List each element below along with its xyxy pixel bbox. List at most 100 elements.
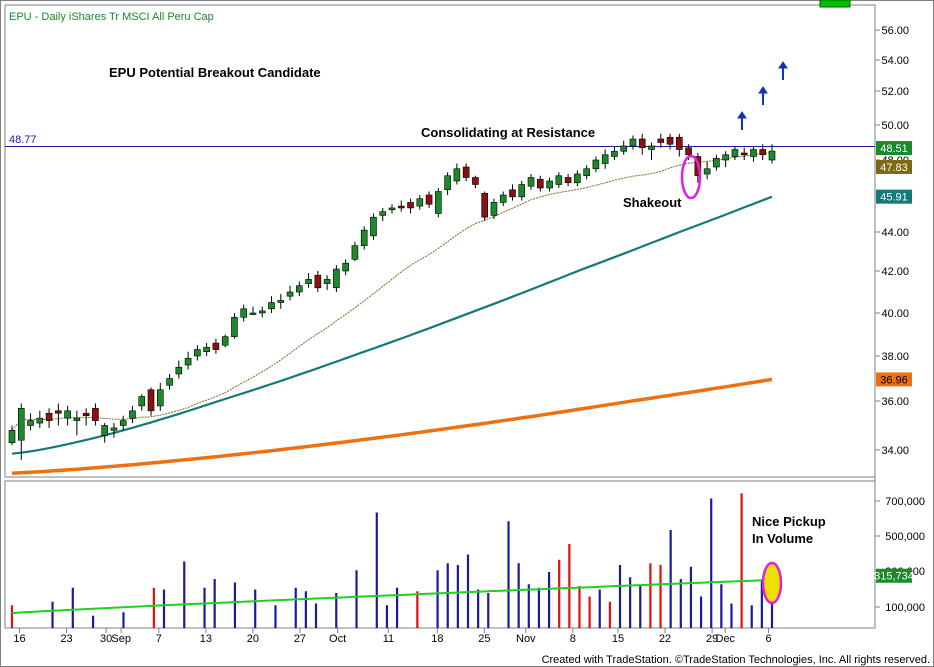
value-tag-label: 45.91: [880, 192, 908, 204]
candle-up: [370, 216, 377, 237]
breakout-arrows: [737, 61, 788, 130]
volume-tick-label: 100,000: [885, 602, 925, 614]
price-tick-label: 40.00: [881, 308, 909, 320]
volume-bars: [10, 493, 774, 628]
candle-down: [55, 410, 62, 414]
value-tag-sma-short: [876, 159, 912, 174]
price-tick-label: 56.00: [881, 25, 909, 37]
candle-up: [194, 349, 201, 357]
time-tick-label: 15: [612, 633, 624, 645]
sma-long-line: [11, 377, 773, 476]
volume-panel: [4, 480, 876, 629]
candle-down: [407, 202, 414, 209]
candle-up: [722, 154, 729, 161]
candle-up: [620, 145, 628, 152]
candle-up: [648, 145, 655, 150]
candle-up: [490, 202, 498, 216]
price-tick-label: 42.00: [881, 266, 909, 278]
candle-up: [416, 198, 424, 207]
candle-up: [629, 138, 637, 147]
value-tag-sma-mid: [876, 189, 912, 204]
candle-down: [657, 138, 665, 143]
volume-highlight: [761, 561, 783, 605]
candle-up: [583, 168, 590, 177]
candle-up: [8, 430, 16, 443]
candle-up: [73, 417, 81, 421]
candle-up: [101, 425, 108, 436]
time-tick-label: Nov: [516, 633, 536, 645]
candle-up: [129, 410, 136, 419]
candle-up: [221, 336, 229, 346]
candle-up: [379, 211, 387, 216]
volume-tick-label: 500,000: [885, 531, 925, 543]
price-tick-label: 36.00: [881, 396, 909, 408]
candle-up: [36, 417, 44, 424]
time-tick-label: 11: [383, 633, 394, 645]
annotation-breakout: EPU Potential Breakout Candidate: [109, 65, 321, 80]
candle-down: [82, 412, 90, 417]
time-tick-label: 16: [13, 633, 25, 645]
candle-up: [333, 268, 340, 289]
candle-up: [592, 159, 600, 170]
candle-up: [277, 300, 285, 303]
candle-up: [527, 177, 535, 187]
value-tag-sma-long: [876, 372, 912, 387]
candle-down: [212, 342, 220, 350]
candle-up: [750, 149, 757, 157]
time-tick-label: 20: [247, 633, 259, 645]
candle-down: [676, 136, 683, 150]
candle-up: [296, 285, 303, 293]
candle-up: [166, 378, 173, 386]
candle-up: [611, 150, 618, 157]
time-tick-label: Sep: [111, 633, 131, 645]
value-tags: 48.51 47.83 45.91 36.96 315,734: [874, 141, 914, 583]
time-tick-label: 27: [294, 633, 306, 645]
candle-up: [184, 357, 192, 366]
candle-up: [175, 366, 183, 375]
candle-up: [27, 420, 34, 426]
time-tick-label: 13: [200, 633, 212, 645]
candle-down: [397, 205, 405, 209]
candle-up: [713, 157, 720, 168]
candle-up: [231, 316, 238, 337]
value-tag-label: 48.51: [880, 143, 908, 155]
candle-up: [444, 175, 451, 191]
candle-down: [481, 192, 488, 218]
candle-up: [305, 279, 312, 284]
candle-up: [360, 229, 368, 246]
candle-down: [92, 408, 99, 421]
time-tick-label: 25: [478, 633, 490, 645]
arrow-head-icon: [778, 61, 788, 69]
time-tick-label: 6: [766, 633, 772, 645]
shakeout-highlight: [680, 154, 702, 200]
candle-up: [703, 168, 711, 175]
candle-up: [64, 410, 71, 419]
resistance-value-label: 48.77: [9, 134, 37, 146]
value-tag-label: 36.96: [880, 374, 908, 386]
candle-up: [138, 396, 146, 407]
candle-up: [240, 308, 248, 318]
candle-up: [156, 389, 164, 407]
annotation-volume-line2: In Volume: [752, 531, 813, 546]
candle-down: [462, 166, 470, 178]
candle-up: [119, 420, 127, 426]
value-tag-volume-avg: [876, 568, 912, 583]
arrow-head-icon: [758, 86, 768, 94]
candle-down: [638, 138, 646, 149]
candle-down: [425, 194, 433, 205]
candle-up: [731, 149, 739, 157]
candles: [8, 133, 776, 460]
chart-title: EPU - Daily iShares Tr MSCI All Peru Cap: [9, 11, 214, 23]
price-tick-label: 38.00: [881, 351, 909, 363]
status-indicator: [819, 0, 851, 8]
value-tag-label: 315,734: [874, 571, 914, 583]
candle-up: [435, 191, 442, 214]
annotation-volume-line1: Nice Pickup: [752, 514, 826, 529]
volume-average-line: [11, 578, 773, 615]
price-tick-label: 44.00: [881, 227, 909, 239]
value-tag-label: 47.83: [880, 162, 908, 174]
candle-up: [546, 180, 553, 189]
time-tick-label: 8: [570, 633, 576, 645]
time-tick-label: 30: [100, 633, 112, 645]
